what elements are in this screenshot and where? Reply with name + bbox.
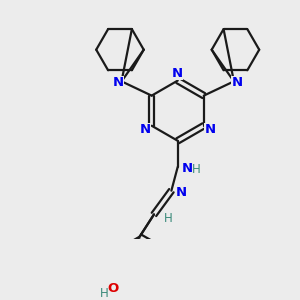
Text: N: N bbox=[140, 123, 151, 136]
Text: N: N bbox=[175, 186, 186, 199]
Text: H: H bbox=[100, 287, 108, 300]
Text: H: H bbox=[164, 212, 172, 225]
Text: H: H bbox=[192, 163, 200, 176]
Text: N: N bbox=[113, 76, 124, 89]
Text: N: N bbox=[204, 123, 215, 136]
Text: N: N bbox=[182, 162, 193, 175]
Text: O: O bbox=[107, 282, 118, 295]
Text: N: N bbox=[232, 76, 243, 89]
Text: N: N bbox=[172, 67, 183, 80]
